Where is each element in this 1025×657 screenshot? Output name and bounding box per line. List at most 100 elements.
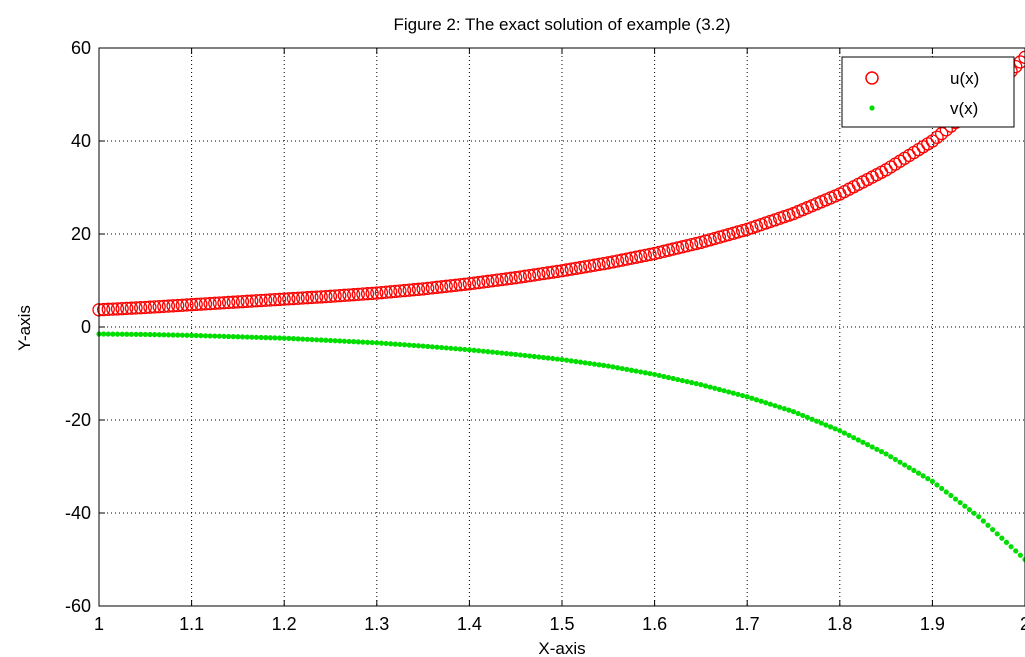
v-point [684, 378, 690, 385]
v-point [832, 426, 838, 432]
x-tick-label: 1.1 [179, 614, 204, 634]
v-point [638, 369, 644, 375]
v-point [304, 336, 310, 342]
u-point [495, 272, 509, 287]
v-point [360, 339, 366, 345]
v-point [522, 352, 528, 359]
u-point [629, 250, 643, 264]
v-point [513, 351, 519, 358]
v-point [837, 428, 843, 434]
y-tick-label: 20 [71, 224, 91, 244]
v-point [564, 357, 570, 363]
v-point [749, 395, 755, 401]
v-point [888, 454, 894, 460]
x-tick-label: 1.4 [457, 614, 482, 634]
v-point [790, 409, 797, 415]
u-point [305, 290, 319, 305]
v-point [675, 376, 681, 383]
v-point [804, 414, 810, 420]
v-point [948, 492, 954, 499]
v-point [892, 456, 898, 463]
v-point [827, 424, 834, 430]
u-point [379, 285, 393, 299]
u-point [286, 291, 301, 306]
v-point [161, 332, 167, 338]
legend-label-v: v(x) [950, 99, 978, 118]
v-point [415, 343, 422, 349]
v-point [263, 335, 269, 341]
v-point [165, 332, 172, 338]
v-point [443, 345, 449, 351]
u-point [101, 302, 115, 316]
u-point [272, 292, 287, 307]
v-point [364, 339, 371, 345]
u-point [198, 297, 213, 311]
v-point [1003, 539, 1010, 545]
u-point [462, 277, 477, 291]
chart-title: Figure 2: The exact solution of example … [393, 15, 730, 34]
u-point [1018, 50, 1025, 64]
u-point [147, 300, 162, 314]
u-point [323, 289, 338, 303]
v-point [999, 535, 1005, 541]
v-point [642, 370, 648, 376]
v-point [869, 444, 875, 450]
v-point [124, 331, 130, 337]
v-point [624, 366, 630, 373]
u-point [509, 271, 523, 285]
v-point [925, 476, 931, 482]
v-point [665, 374, 672, 381]
u-point [203, 296, 217, 311]
u-point [666, 242, 680, 256]
v-point [656, 372, 662, 379]
v-point [957, 499, 963, 506]
u-point [259, 293, 273, 307]
v-point [397, 341, 403, 348]
u-point [485, 274, 500, 288]
y-tick-label: -60 [65, 596, 91, 616]
v-point [147, 331, 153, 338]
u-point [161, 299, 176, 313]
v-point [915, 470, 922, 476]
v-point [971, 510, 977, 516]
u-point [411, 282, 426, 296]
u-point [541, 266, 555, 280]
legend-box [841, 56, 1015, 128]
v-point [559, 356, 565, 363]
v-point [429, 344, 435, 350]
v-point [142, 331, 148, 338]
u-point [421, 281, 435, 296]
u-point [684, 237, 699, 252]
v-point [577, 359, 584, 365]
v-point [341, 338, 347, 344]
u-point [393, 284, 407, 298]
u-point [490, 273, 504, 287]
v-point [101, 331, 107, 337]
v-point [786, 407, 792, 413]
u-point [578, 260, 592, 274]
v-point [647, 370, 653, 377]
u-point [499, 272, 514, 286]
v-point [767, 401, 773, 407]
v-point [730, 390, 736, 396]
v-point [189, 332, 195, 338]
v-point [841, 430, 848, 436]
x-ticks: 1 1.1 1.2 1.3 1.4 1.5 1.6 1.7 1.8 1.9 2 [94, 48, 1025, 634]
u-point [416, 282, 430, 296]
x-tick-label: 2 [1020, 614, 1025, 634]
v-point [823, 422, 829, 428]
v-point [314, 337, 320, 343]
u-point [434, 280, 449, 294]
v-point [693, 381, 699, 387]
v-point [902, 462, 908, 468]
v-point [193, 332, 199, 339]
series-v [96, 331, 1025, 563]
u-point [481, 274, 495, 288]
v-point [406, 342, 412, 348]
v-point [689, 380, 695, 386]
u-point [175, 298, 189, 312]
u-point [472, 275, 486, 290]
v-point [110, 331, 116, 337]
v-point [619, 365, 625, 372]
u-point [282, 292, 296, 306]
